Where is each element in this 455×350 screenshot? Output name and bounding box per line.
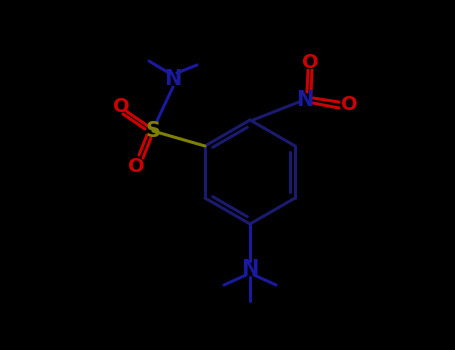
Text: S: S [146,121,161,141]
Text: N: N [164,69,182,89]
Text: N: N [241,259,259,279]
Text: O: O [302,52,318,71]
Text: O: O [341,96,357,114]
Text: O: O [113,97,129,116]
Text: O: O [128,156,144,175]
Text: N: N [296,90,313,110]
